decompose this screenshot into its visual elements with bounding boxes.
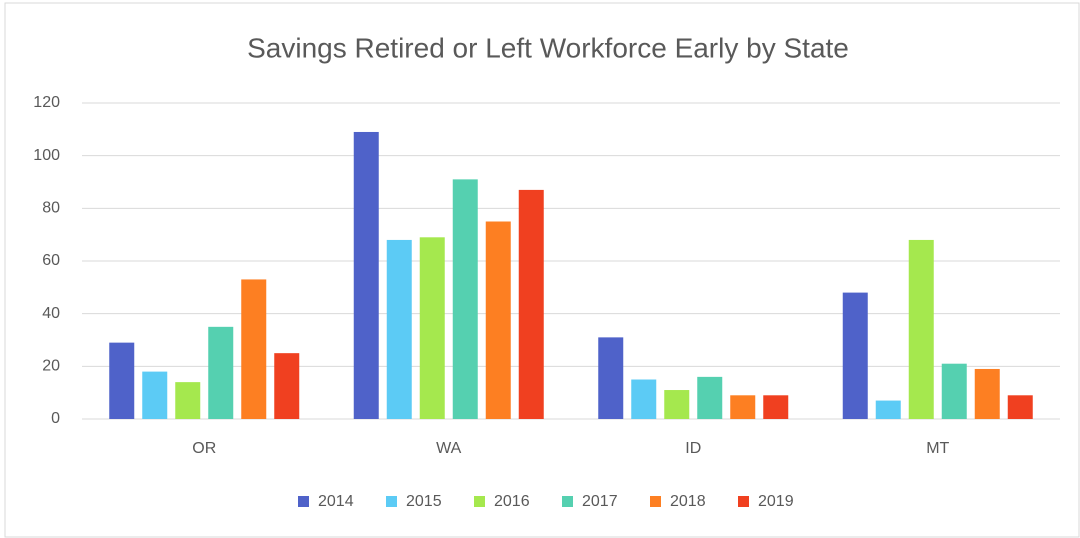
chart-title: Savings Retired or Left Workforce Early … xyxy=(247,32,849,63)
y-tick-label: 40 xyxy=(42,305,60,322)
bar xyxy=(763,395,789,419)
bar xyxy=(386,239,412,419)
x-tick-label: WA xyxy=(436,440,462,457)
legend-label: 2014 xyxy=(318,493,354,510)
legend-label: 2015 xyxy=(406,493,442,510)
bar xyxy=(974,368,1000,419)
bar xyxy=(274,353,300,419)
legend-swatch xyxy=(738,496,749,507)
y-tick-label: 100 xyxy=(33,147,60,164)
bar xyxy=(241,279,267,419)
x-tick-label: MT xyxy=(926,440,949,457)
y-tick-label: 120 xyxy=(33,94,60,111)
legend-label: 2017 xyxy=(582,493,618,510)
bar xyxy=(142,371,168,419)
x-tick-label: OR xyxy=(192,440,216,457)
bar xyxy=(518,189,544,419)
legend-swatch xyxy=(298,496,309,507)
bar xyxy=(175,382,201,419)
bar xyxy=(941,363,967,419)
legend-swatch xyxy=(386,496,397,507)
bar xyxy=(419,237,445,419)
bar xyxy=(1007,395,1033,419)
bar xyxy=(485,221,511,419)
y-tick-label: 20 xyxy=(42,358,60,375)
bar xyxy=(842,292,868,419)
legend-label: 2016 xyxy=(494,493,530,510)
legend-label: 2019 xyxy=(758,493,794,510)
bar xyxy=(353,131,379,419)
bar xyxy=(730,395,756,419)
legend-swatch xyxy=(474,496,485,507)
bar xyxy=(598,337,624,419)
legend-swatch xyxy=(562,496,573,507)
bar xyxy=(631,379,657,419)
y-tick-label: 60 xyxy=(42,252,60,269)
y-tick-label: 80 xyxy=(42,200,60,217)
legend-label: 2018 xyxy=(670,493,706,510)
bar xyxy=(875,400,901,419)
bar xyxy=(697,376,723,419)
bar xyxy=(109,342,135,419)
bar xyxy=(208,326,234,419)
legend-swatch xyxy=(650,496,661,507)
x-tick-label: ID xyxy=(685,440,701,457)
y-tick-label: 0 xyxy=(51,410,60,427)
bar xyxy=(452,179,478,419)
bar xyxy=(664,390,690,419)
bar xyxy=(908,239,934,419)
